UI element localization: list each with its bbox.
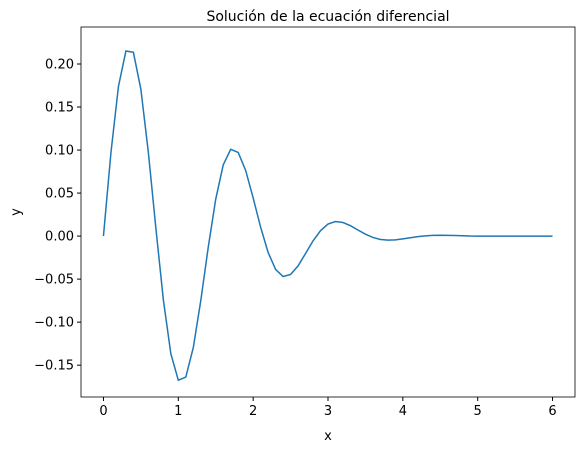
x-tick-label: 2 bbox=[249, 404, 257, 419]
x-tick-label: 1 bbox=[174, 404, 182, 419]
y-tick-label: 0.15 bbox=[45, 101, 74, 116]
y-tick-label: 0.00 bbox=[45, 230, 74, 245]
line-series bbox=[102, 50, 553, 382]
x-tick-label: 4 bbox=[399, 404, 407, 419]
y-tick-label: 0.20 bbox=[45, 58, 74, 73]
x-axis-label: x bbox=[324, 429, 332, 444]
y-tick-label: 0.05 bbox=[45, 187, 74, 202]
y-axis-label: y bbox=[9, 208, 24, 216]
chart-title: Solución de la ecuación diferencial bbox=[206, 9, 449, 25]
x-tick-label: 3 bbox=[324, 404, 332, 419]
plot-frame bbox=[80, 26, 576, 398]
y-tick-label: −0.10 bbox=[34, 316, 74, 331]
y-tick-label: −0.15 bbox=[34, 359, 74, 374]
x-tick-label: 5 bbox=[474, 404, 482, 419]
y-tick-label: −0.05 bbox=[34, 273, 74, 288]
x-tick-label: 0 bbox=[99, 404, 107, 419]
x-tick-label: 6 bbox=[548, 404, 556, 419]
y-tick-label: 0.10 bbox=[45, 144, 74, 159]
